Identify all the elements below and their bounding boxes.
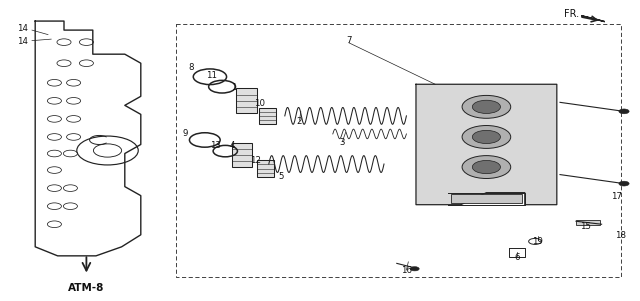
Text: 15: 15 <box>580 222 591 231</box>
Text: FR.: FR. <box>564 8 579 19</box>
Bar <box>451 194 522 203</box>
Text: 12: 12 <box>250 156 262 165</box>
Text: 11: 11 <box>205 71 217 80</box>
Text: 3: 3 <box>340 138 345 147</box>
Bar <box>576 220 600 225</box>
Circle shape <box>410 267 419 271</box>
Circle shape <box>472 160 500 174</box>
Circle shape <box>472 130 500 144</box>
Circle shape <box>619 109 629 114</box>
Text: 10: 10 <box>253 99 265 108</box>
Text: 1: 1 <box>231 83 236 92</box>
Circle shape <box>462 95 511 118</box>
Circle shape <box>619 181 629 186</box>
Text: 19: 19 <box>532 237 543 246</box>
Circle shape <box>472 100 500 113</box>
Polygon shape <box>416 84 557 205</box>
Bar <box>257 160 274 177</box>
Polygon shape <box>581 16 605 22</box>
Text: 8: 8 <box>188 63 193 72</box>
Text: 6: 6 <box>515 253 520 262</box>
Text: 18: 18 <box>615 231 627 240</box>
Bar <box>232 143 252 167</box>
Text: 16: 16 <box>401 266 412 275</box>
Circle shape <box>462 126 511 148</box>
Text: 9: 9 <box>183 129 188 138</box>
Text: 5: 5 <box>279 172 284 182</box>
Text: 14: 14 <box>17 37 28 46</box>
Bar <box>236 88 257 113</box>
Text: ATM-8: ATM-8 <box>68 283 104 293</box>
Text: 4: 4 <box>230 141 235 150</box>
Bar <box>259 107 276 124</box>
Text: 14: 14 <box>17 24 28 33</box>
Text: 17: 17 <box>611 192 622 201</box>
Text: 2: 2 <box>297 117 302 126</box>
Circle shape <box>462 156 511 178</box>
Text: 13: 13 <box>210 141 221 150</box>
Text: 7: 7 <box>346 36 351 45</box>
